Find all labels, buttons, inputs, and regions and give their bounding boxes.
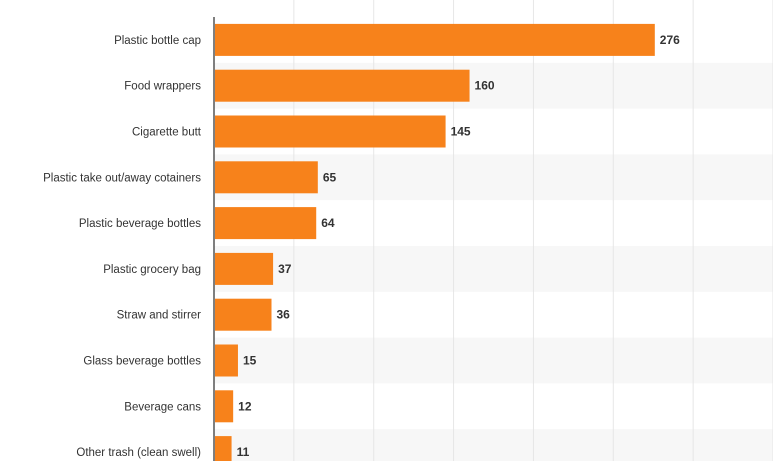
row-band (214, 337, 773, 384)
bars (215, 23, 655, 466)
value-label: 65 (323, 170, 337, 184)
category-label: Glass beverage bottles (83, 356, 201, 368)
category-label: Straw and stirrer (117, 310, 202, 322)
value-label: 37 (278, 262, 292, 276)
category-label: Other trash (clean swell) (76, 447, 201, 459)
category-label: Food wrappers (124, 81, 201, 93)
value-label: 276 (660, 33, 680, 47)
value-label: 160 (475, 79, 495, 93)
value-label: 36 (276, 308, 290, 322)
category-label: Plastic take out/away cotainers (43, 172, 201, 184)
bar (215, 69, 470, 102)
value-label: 64 (321, 216, 335, 230)
bar (215, 390, 234, 423)
category-label: Plastic grocery bag (103, 264, 201, 276)
value-label: 15 (243, 354, 257, 368)
value-label: 11 (237, 445, 250, 459)
category-label: Plastic beverage bottles (79, 218, 201, 230)
bar (215, 252, 274, 285)
value-labels: 276 160 145 65 64 37 36 15 12 11 (237, 33, 681, 459)
value-label: 12 (238, 399, 252, 413)
bar (215, 161, 318, 194)
category-labels: Plastic bottle cap Food wrappers Cigarette… (43, 35, 202, 459)
row-band (214, 429, 773, 466)
bar (215, 115, 446, 148)
category-label: Beverage cans (124, 401, 201, 413)
bar (215, 344, 238, 377)
row-band (214, 246, 773, 292)
category-label: Cigarette butt (132, 127, 202, 139)
bar (215, 23, 655, 56)
bar (215, 207, 317, 240)
bar (215, 298, 272, 331)
bar (215, 436, 232, 466)
row-bands (214, 62, 773, 466)
value-label: 145 (451, 125, 471, 139)
category-label: Plastic bottle cap (114, 35, 201, 47)
